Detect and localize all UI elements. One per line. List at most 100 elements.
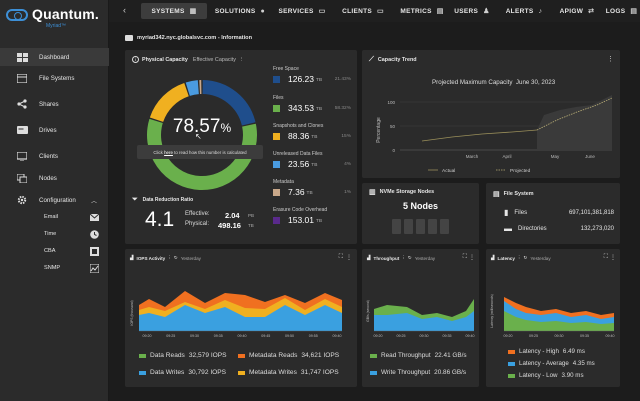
expand-icon[interactable]: ⛶ <box>338 254 343 260</box>
legend-swatch <box>273 188 280 196</box>
chat-icon: ▤ <box>436 8 444 15</box>
expand-icon[interactable]: ⛶ <box>462 254 467 260</box>
tab-logs[interactable]: LOGS ▤ <box>603 3 640 19</box>
legend-item[interactable]: Latency - Low 3.90 ms <box>508 372 584 379</box>
kebab-icon[interactable]: ⋮ <box>610 255 616 261</box>
capacity-trend-panel: ⟋ Capacity Trend Projected Maximum Capac… <box>362 50 620 178</box>
trend-xtick: April <box>502 154 511 159</box>
expand-icon[interactable]: ⛶ <box>603 254 608 260</box>
tooltip-link[interactable]: here <box>164 149 173 155</box>
share-icon <box>16 99 28 109</box>
legend-item[interactable]: Metadata Reads 34,621 IOPS <box>238 352 339 359</box>
tab-systems[interactable]: SYSTEMS ▦ <box>141 3 207 19</box>
capacity-item-unit: TB <box>306 190 313 196</box>
capacity-item-value: 343.53 <box>288 103 314 113</box>
files-value: 697,101,381,818 <box>568 209 614 216</box>
legend-label: Read Throughput <box>381 352 431 359</box>
kebab-icon[interactable]: ⋮ <box>607 56 614 63</box>
node-icon[interactable] <box>392 219 401 234</box>
legend-swatch <box>370 370 377 375</box>
capacity-item-value: 88.36 <box>288 131 310 141</box>
legend-swatch <box>273 216 280 224</box>
node-icon[interactable] <box>404 219 413 234</box>
donut-slice[interactable] <box>202 80 256 126</box>
refresh-icon[interactable]: ↻ <box>173 255 178 260</box>
sidebar-item-drives[interactable]: Drives <box>0 121 109 139</box>
tab-solutions[interactable]: SOLUTIONS ● <box>211 3 269 19</box>
sidebar-subitem-time[interactable]: Time <box>0 227 109 241</box>
kebab-icon[interactable]: ⋮ <box>469 255 475 261</box>
node-icon[interactable] <box>428 219 437 234</box>
iops-panel: ▟ IOPS Activity ⋮ ↻ Yesterday ⛶ ⋮ IOPS (… <box>125 249 357 387</box>
sidebar-item-label: Configuration <box>39 196 76 204</box>
capacity-tab-effective[interactable]: Effective Capacity <box>192 56 236 63</box>
throughput-chart: GB/s (second) 09:20 09:25 09:30 09:35 09:40 <box>366 299 475 338</box>
chart-icon: ▟ <box>367 255 371 260</box>
capacity-trend-chart: Percentage 100 50 0 March April May June… <box>376 95 613 174</box>
x-tick-label: 09:40 <box>333 334 342 338</box>
capacity-item-unit: TB <box>311 134 318 140</box>
throughput-range[interactable]: Yesterday <box>414 255 436 261</box>
kebab-icon[interactable]: ⋮ <box>516 255 522 260</box>
sidebar-item-file-systems[interactable]: File Systems <box>0 69 109 87</box>
kebab-icon[interactable]: ⋮ <box>238 56 245 63</box>
throughput-title: Throughput <box>373 255 400 261</box>
sidebar-item-nodes[interactable]: Nodes <box>0 169 109 187</box>
reduction-title: Data Reduction Ratio <box>142 197 194 203</box>
sidebar-item-shares[interactable]: Shares <box>0 95 109 113</box>
sidebar-subitem-snmp[interactable]: SNMP <box>0 261 109 275</box>
donut-slice[interactable] <box>149 82 190 123</box>
sidebar-item-clients[interactable]: Clients <box>0 147 109 165</box>
x-tick-label: 09:30 <box>190 334 199 338</box>
chevron-left-icon[interactable]: ‹ <box>123 5 126 15</box>
tab-services[interactable]: SERVICES ▭ <box>273 3 331 19</box>
sidebar-subitem-cba[interactable]: CBA <box>0 244 109 258</box>
snmp-icon <box>90 263 99 273</box>
legend-value: 22.41 GB/s <box>434 352 467 359</box>
grid-icon: ▦ <box>189 8 197 15</box>
sidebar-item-label: Nodes <box>39 174 57 182</box>
tab-users[interactable]: USERS ♟ <box>452 3 492 19</box>
latency-header: ▟ Latency ⋮ ↻ Yesterday <box>491 255 551 261</box>
refresh-icon[interactable]: ↻ <box>407 255 412 260</box>
x-tick-label: 09:25 <box>529 334 538 338</box>
tab-clients[interactable]: CLIENTS ▭ <box>335 3 391 19</box>
tab-label: ALERTS <box>505 7 534 15</box>
capacity-item-label: Snapshots and Clones <box>273 123 324 129</box>
tab-metrics[interactable]: METRICS ▤ <box>394 3 450 19</box>
sidebar-item-configuration[interactable]: Configuration ︿ <box>0 191 109 209</box>
legend-item[interactable]: Data Writes 30,792 IOPS <box>139 369 226 376</box>
kebab-icon[interactable]: ⋮ <box>167 255 172 260</box>
legend-value: 6.49 ms <box>562 348 585 355</box>
tab-alerts[interactable]: ALERTS ♪ <box>499 3 549 19</box>
sidebar-item-dashboard[interactable]: Dashboard <box>0 48 109 66</box>
x-tick-label: 09:25 <box>397 334 406 338</box>
chevron-up-icon[interactable]: ︿ <box>90 198 97 205</box>
trend-header: ⟋ Capacity Trend <box>369 56 417 64</box>
sidebar-item-label: Dashboard <box>39 53 70 61</box>
legend-item[interactable]: Latency - Average 4.35 ms <box>508 360 595 367</box>
node-icon[interactable] <box>440 219 449 234</box>
legend-swatch <box>370 353 377 358</box>
trend-ytick: 50 <box>390 124 396 129</box>
sidebar-subitem-email[interactable]: Email <box>0 210 109 224</box>
legend-item[interactable]: Read Throughput 22.41 GB/s <box>370 352 467 359</box>
donut-slice[interactable] <box>185 80 200 96</box>
legend-item[interactable]: Metadata Writes 31,747 IOPS <box>238 369 339 376</box>
legend-swatch <box>508 361 515 366</box>
tab-label: METRICS <box>400 7 432 15</box>
legend-item[interactable]: Latency - High 6.49 ms <box>508 348 585 355</box>
latency-range[interactable]: Yesterday <box>530 255 551 261</box>
refresh-icon[interactable]: ↻ <box>523 255 528 260</box>
bell-icon: ♪ <box>538 7 543 15</box>
capacity-item-pct: 4% <box>344 161 351 167</box>
iops-range[interactable]: Yesterday <box>180 255 201 261</box>
users-icon: ♟ <box>483 8 490 15</box>
physical-unit: TB <box>248 223 254 228</box>
kebab-icon[interactable]: ⋮ <box>401 255 406 260</box>
node-icon[interactable] <box>416 219 425 234</box>
tab-apigw[interactable]: APIGW ⇄ <box>555 3 599 19</box>
kebab-icon[interactable]: ⋮ <box>346 255 352 261</box>
legend-item[interactable]: Write Throughput 20.86 GB/s <box>370 369 466 376</box>
legend-item[interactable]: Data Reads 32,579 IOPS <box>139 352 227 359</box>
